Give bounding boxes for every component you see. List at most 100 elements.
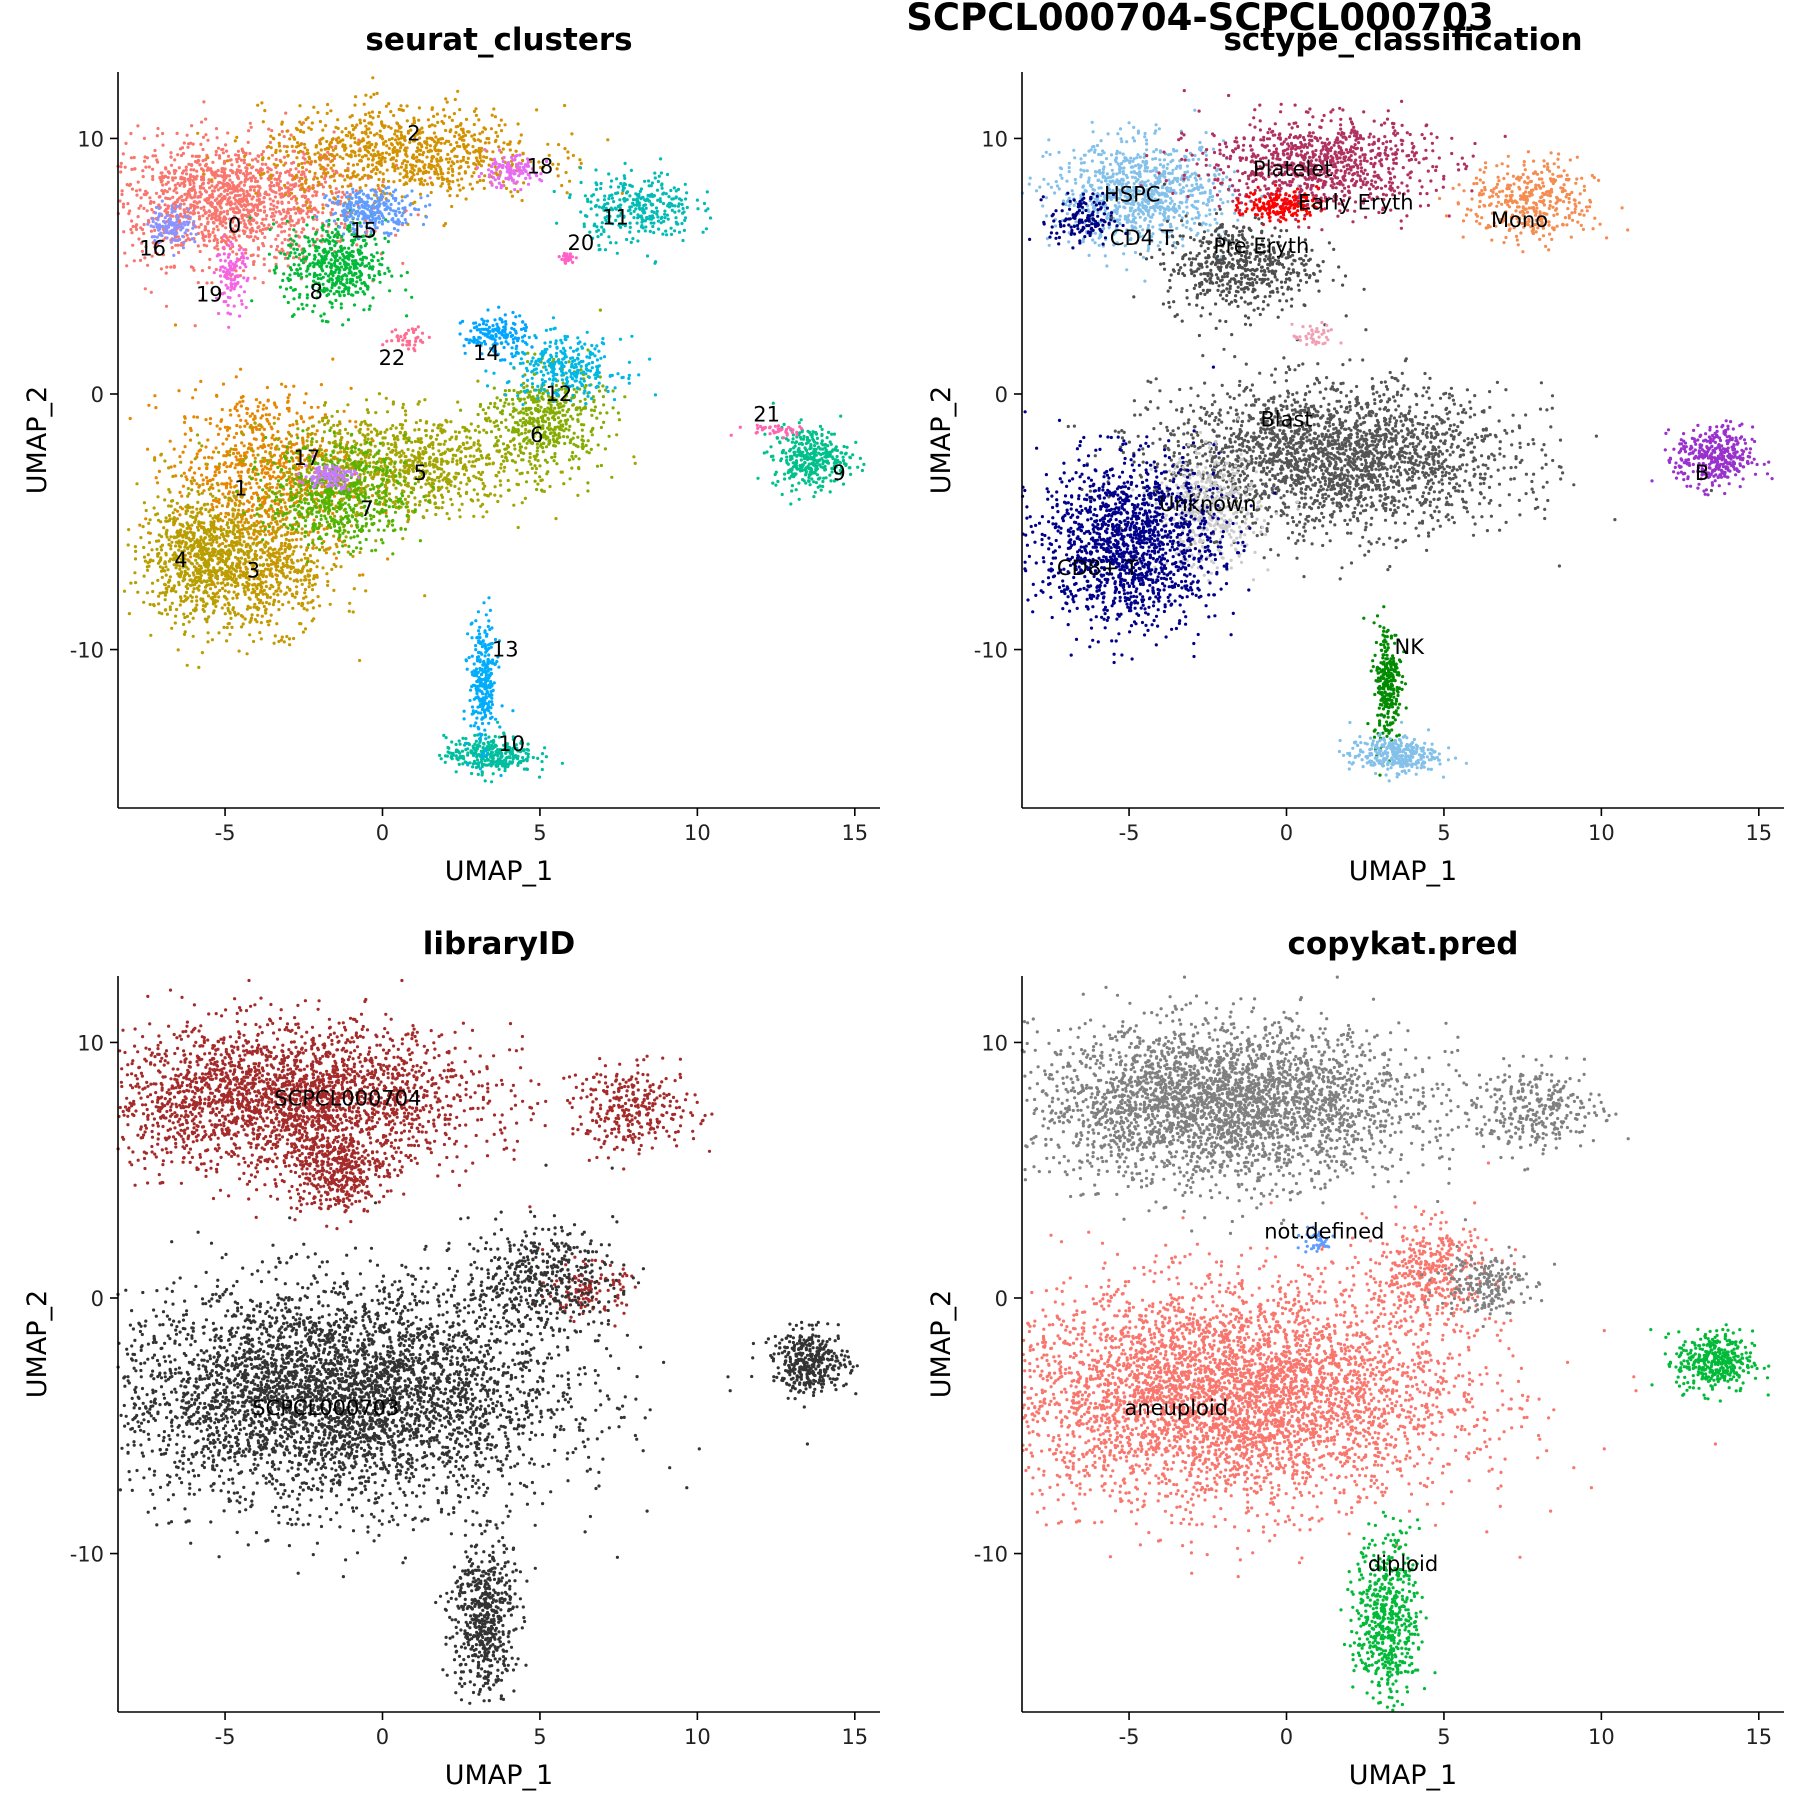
data-point <box>308 416 312 420</box>
data-point <box>392 113 396 118</box>
data-point <box>236 189 240 193</box>
data-point <box>192 565 197 569</box>
data-point <box>263 471 267 475</box>
data-point <box>128 209 132 213</box>
data-point <box>336 141 340 145</box>
data-point <box>286 181 290 185</box>
data-point <box>250 448 254 452</box>
data-point <box>255 203 259 207</box>
data-point <box>346 550 350 554</box>
data-point <box>474 113 478 117</box>
data-point <box>216 188 220 192</box>
data-point <box>252 491 256 495</box>
data-point <box>332 154 336 158</box>
data-point <box>294 182 298 186</box>
data-point <box>448 194 452 198</box>
data-point <box>269 134 273 138</box>
data-point <box>202 521 206 525</box>
data-point <box>241 149 245 153</box>
data-point <box>243 198 247 202</box>
data-point <box>235 252 239 256</box>
data-point <box>423 163 427 167</box>
data-point <box>241 189 245 193</box>
data-point <box>446 171 450 175</box>
data-point <box>450 204 454 209</box>
data-point <box>490 113 494 117</box>
data-point <box>184 172 189 176</box>
data-point <box>242 194 246 198</box>
data-point <box>198 541 202 545</box>
data-point <box>285 483 289 487</box>
data-point <box>331 169 335 173</box>
data-point <box>241 394 245 399</box>
data-point <box>265 192 269 196</box>
data-point <box>180 523 184 527</box>
data-point <box>354 425 358 429</box>
data-point <box>196 244 200 248</box>
data-point <box>493 485 497 489</box>
data-point <box>133 557 138 561</box>
data-point <box>410 175 414 179</box>
data-point <box>334 125 338 129</box>
data-point <box>232 207 236 211</box>
data-point <box>191 571 195 575</box>
data-point <box>275 163 279 167</box>
data-point <box>418 159 422 163</box>
data-point <box>171 214 175 218</box>
data-point <box>451 180 455 184</box>
data-point <box>215 424 219 428</box>
data-point <box>295 173 299 177</box>
data-point <box>447 517 451 521</box>
data-point <box>169 547 173 551</box>
data-point <box>519 133 523 137</box>
data-point <box>242 203 246 207</box>
data-point <box>237 234 241 238</box>
data-point <box>262 569 266 574</box>
data-point <box>527 459 531 463</box>
data-point <box>173 187 178 191</box>
data-point <box>176 181 180 186</box>
data-point <box>256 446 260 450</box>
data-point <box>173 323 178 327</box>
data-point <box>481 502 485 506</box>
data-point <box>204 565 208 569</box>
data-point <box>294 419 299 423</box>
data-point <box>368 114 372 118</box>
data-point <box>142 574 146 578</box>
data-point <box>423 179 427 183</box>
data-point <box>142 555 147 559</box>
data-point <box>219 419 223 423</box>
data-point <box>173 464 177 468</box>
data-point <box>398 468 402 472</box>
data-point <box>455 141 459 145</box>
data-point <box>343 169 348 173</box>
data-point <box>242 192 246 196</box>
data-point <box>368 175 373 179</box>
data-point <box>271 603 275 607</box>
data-point <box>373 152 377 156</box>
data-point <box>221 532 225 536</box>
data-point <box>239 548 243 552</box>
data-point <box>188 187 192 191</box>
data-point <box>377 392 381 396</box>
data-point <box>379 161 383 165</box>
data-point <box>233 466 237 470</box>
data-point <box>196 131 200 135</box>
data-point <box>287 233 291 237</box>
data-point <box>296 427 300 431</box>
data-point <box>201 177 205 181</box>
data-point <box>299 545 303 549</box>
data-point <box>430 182 434 186</box>
data-point <box>391 162 395 166</box>
data-point <box>312 105 316 109</box>
data-point <box>220 148 224 152</box>
data-point <box>292 531 296 536</box>
data-point <box>300 582 304 587</box>
data-point <box>375 168 379 172</box>
data-point <box>217 489 221 493</box>
data-point <box>285 634 289 639</box>
data-point <box>290 560 294 565</box>
data-point <box>323 413 327 417</box>
data-point <box>260 221 264 225</box>
data-point <box>204 418 208 422</box>
